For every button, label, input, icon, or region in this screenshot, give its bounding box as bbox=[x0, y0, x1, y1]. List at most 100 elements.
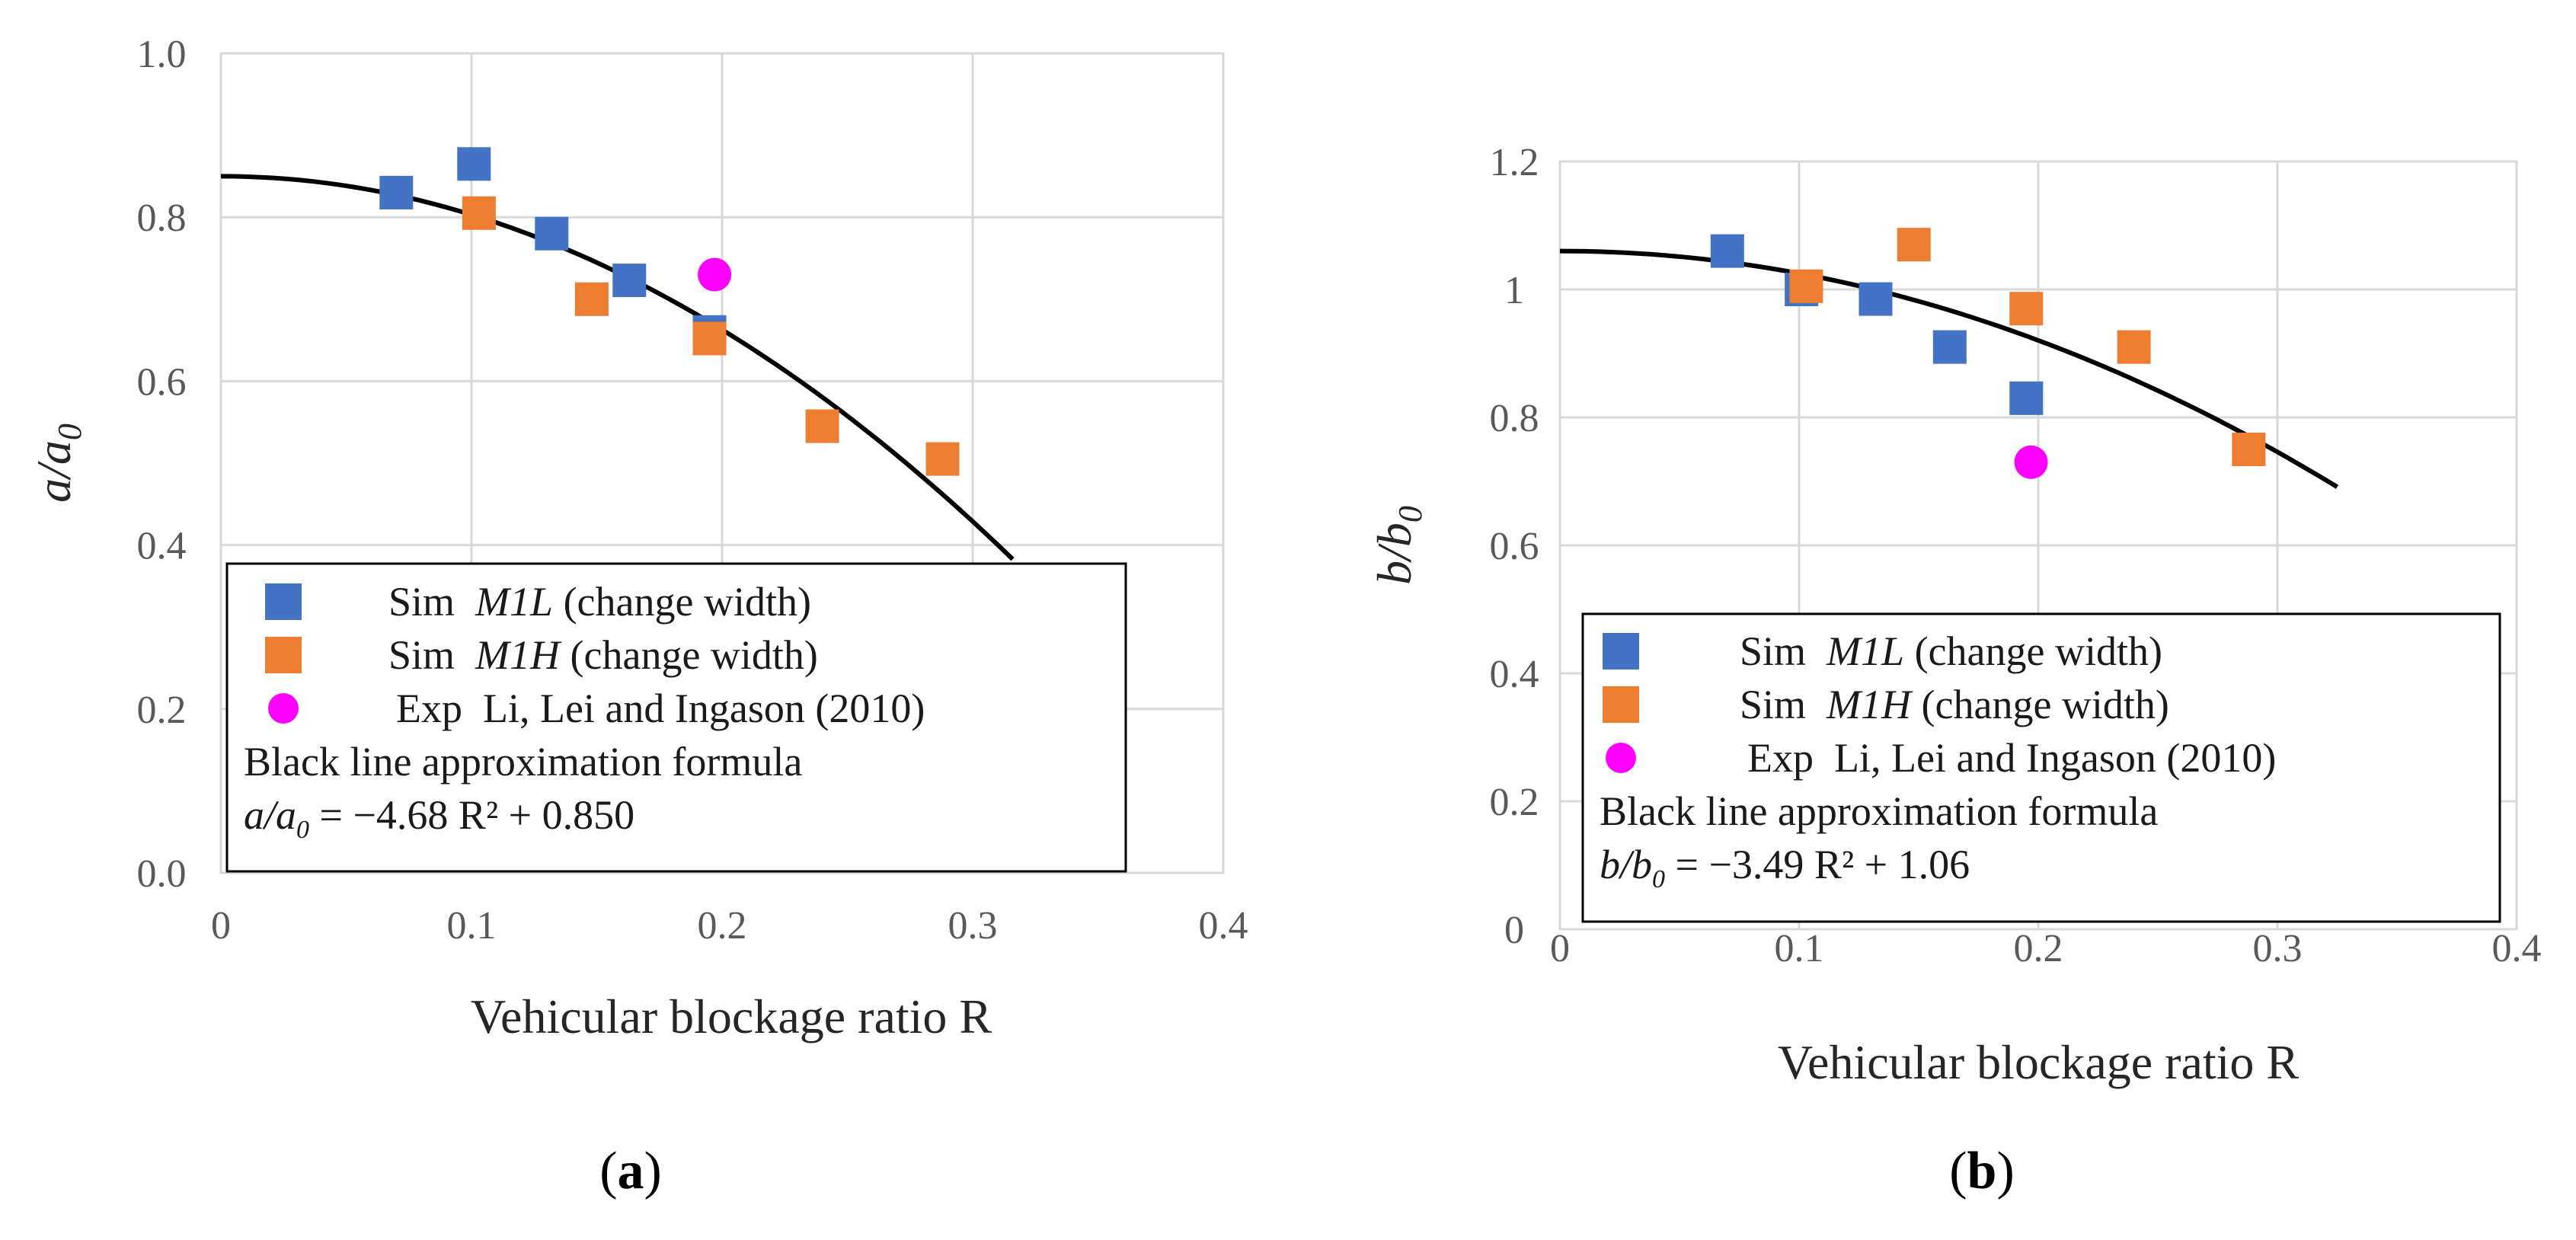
y-tick-label: 0 bbox=[1504, 909, 1524, 952]
x-axis-label: Vehicular blockage ratio R bbox=[1778, 1035, 2300, 1089]
y-tick-label: 0.2 bbox=[137, 689, 187, 732]
point-m1h bbox=[2117, 330, 2151, 364]
point-m1h bbox=[462, 196, 496, 230]
legend-prefix: Exp bbox=[396, 686, 462, 731]
legend-box bbox=[1581, 612, 2501, 923]
point-m1h bbox=[2009, 292, 2044, 326]
legend-entry-m1h: Sim M1H (change width) bbox=[388, 632, 818, 678]
legend-suffix: (change width) bbox=[1922, 682, 2169, 727]
legend-entry-exp: Exp Li, Lei and Ingason (2010) bbox=[1747, 735, 2276, 781]
x-tick-label: 0.4 bbox=[2492, 927, 2542, 970]
legend-formula-rest: = −3.49 R² + 1.06 bbox=[1665, 842, 1970, 887]
point-m1l bbox=[379, 175, 414, 209]
chart-a: 0.0 0.2 0.4 0.6 0.8 1.0 0 0.1 0.2 0.3 0.4 Sim M1L (… bbox=[27, 33, 1248, 1200]
panel-letter: b bbox=[1967, 1142, 1997, 1200]
x-tick-label: 0.1 bbox=[447, 904, 497, 948]
y-axis-label-main: a/a bbox=[27, 440, 81, 503]
legend-marker-m1l bbox=[1603, 633, 1639, 670]
y-tick-label: 1.2 bbox=[1490, 141, 1539, 184]
legend-formula-rest: = −4.68 R² + 0.850 bbox=[309, 792, 634, 838]
legend-formula-var: a/a bbox=[244, 792, 296, 838]
y-tick-label: 0.0 bbox=[137, 852, 187, 896]
point-m1l bbox=[1932, 330, 1967, 364]
point-m1l bbox=[535, 216, 569, 251]
legend-formula-title: Black line approximation formula bbox=[244, 739, 802, 785]
point-m1l bbox=[1710, 234, 1744, 268]
legend-marker-m1l bbox=[265, 583, 302, 620]
point-m1h bbox=[925, 442, 960, 476]
y-tick-label: 0.6 bbox=[137, 360, 187, 404]
legend-series-name: M1L bbox=[1826, 628, 1904, 674]
panel-letter: a bbox=[618, 1142, 644, 1200]
x-tick-label: 0.3 bbox=[2253, 927, 2303, 970]
y-axis-label: b/b0 bbox=[1367, 506, 1429, 585]
legend-entry-m1l: Sim M1L (change width) bbox=[388, 579, 811, 625]
y-tick-label: 0.2 bbox=[1490, 781, 1539, 824]
legend-suffix: (change width) bbox=[564, 579, 811, 625]
legend-series-name: M1H bbox=[475, 632, 562, 678]
y-tick-label: 1 bbox=[1504, 269, 1524, 312]
x-tick-label: 0.2 bbox=[698, 904, 747, 948]
legend-formula-sub: 0 bbox=[1652, 865, 1665, 893]
legend-entry-m1h: Sim M1H (change width) bbox=[1740, 682, 2169, 727]
point-m1h bbox=[574, 282, 609, 316]
x-tick-label: 0.3 bbox=[948, 904, 998, 948]
panel-paren-close: ) bbox=[1996, 1142, 2014, 1200]
legend-formula: a/a0 = −4.68 R² + 0.850 bbox=[244, 792, 634, 844]
legend-suffix: (change width) bbox=[1915, 628, 2162, 674]
legend-prefix: Exp bbox=[1747, 735, 1814, 781]
point-m1l bbox=[457, 147, 491, 181]
x-tick-label: 0.4 bbox=[1199, 904, 1248, 948]
y-tick-label: 0.4 bbox=[137, 525, 187, 568]
chart-b: 0 0.2 0.4 0.6 0.8 1 1.2 0 0.1 0.2 0.3 0.4 Sim M1L (c… bbox=[1367, 141, 2542, 1200]
panel-paren-open: ( bbox=[1949, 1142, 1967, 1200]
legend-formula: b/b0 = −3.49 R² + 1.06 bbox=[1600, 842, 1970, 893]
legend-marker-m1h bbox=[1603, 686, 1639, 723]
panel-label: (a) bbox=[599, 1142, 662, 1200]
legend-series-name: M1H bbox=[1826, 682, 1913, 727]
fit-curve bbox=[220, 174, 1015, 561]
x-axis-label: Vehicular blockage ratio R bbox=[471, 989, 992, 1043]
point-m1l bbox=[1858, 282, 1893, 316]
panel-paren-open: ( bbox=[599, 1142, 617, 1200]
panel-paren-close: ) bbox=[644, 1142, 662, 1200]
legend-entry-exp: Exp Li, Lei and Ingason (2010) bbox=[396, 686, 925, 731]
point-m1h bbox=[805, 409, 839, 443]
point-m1h bbox=[2232, 433, 2266, 466]
y-tick-label: 1.0 bbox=[137, 33, 187, 76]
legend-box bbox=[225, 562, 1127, 873]
point-exp bbox=[698, 257, 732, 292]
point-m1h bbox=[692, 321, 727, 356]
fit-curve bbox=[1559, 248, 2339, 489]
legend-entry-m1l: Sim M1L (change width) bbox=[1740, 628, 2162, 674]
legend-prefix: Sim bbox=[388, 579, 455, 625]
legend-series-name: Li, Lei and Ingason (2010) bbox=[483, 686, 925, 731]
y-tick-label: 0.6 bbox=[1490, 525, 1539, 568]
x-tick-label: 0.2 bbox=[2014, 927, 2063, 970]
x-tick-label: 0 bbox=[211, 904, 231, 948]
y-axis-label-sub: 0 bbox=[1392, 506, 1429, 523]
legend-series-name: Li, Lei and Ingason (2010) bbox=[1834, 735, 2276, 781]
legend-formula-title: Black line approximation formula bbox=[1600, 788, 2158, 834]
legend-marker-m1h bbox=[265, 637, 302, 673]
x-tick-label: 0 bbox=[1550, 927, 1570, 970]
point-m1l bbox=[612, 264, 647, 298]
y-axis-label-main: b/b bbox=[1367, 523, 1421, 585]
legend-marker-exp bbox=[268, 693, 299, 724]
legend-prefix: Sim bbox=[1740, 628, 1806, 674]
y-tick-label: 0.8 bbox=[1490, 397, 1539, 440]
legend-formula-sub: 0 bbox=[296, 816, 309, 844]
legend-marker-exp bbox=[1606, 743, 1636, 773]
legend-prefix: Sim bbox=[388, 632, 455, 678]
y-axis-label-sub: 0 bbox=[51, 423, 88, 440]
legend-suffix: (change width) bbox=[570, 632, 818, 678]
x-tick-label: 0.1 bbox=[1775, 927, 1824, 970]
legend-formula-var: b/b bbox=[1600, 842, 1652, 887]
legend-prefix: Sim bbox=[1740, 682, 1806, 727]
y-tick-label: 0.4 bbox=[1490, 653, 1539, 696]
point-m1h bbox=[1897, 228, 1931, 262]
point-m1h bbox=[1789, 269, 1823, 303]
point-m1l bbox=[2009, 381, 2044, 415]
y-axis-label: a/a0 bbox=[27, 423, 88, 503]
